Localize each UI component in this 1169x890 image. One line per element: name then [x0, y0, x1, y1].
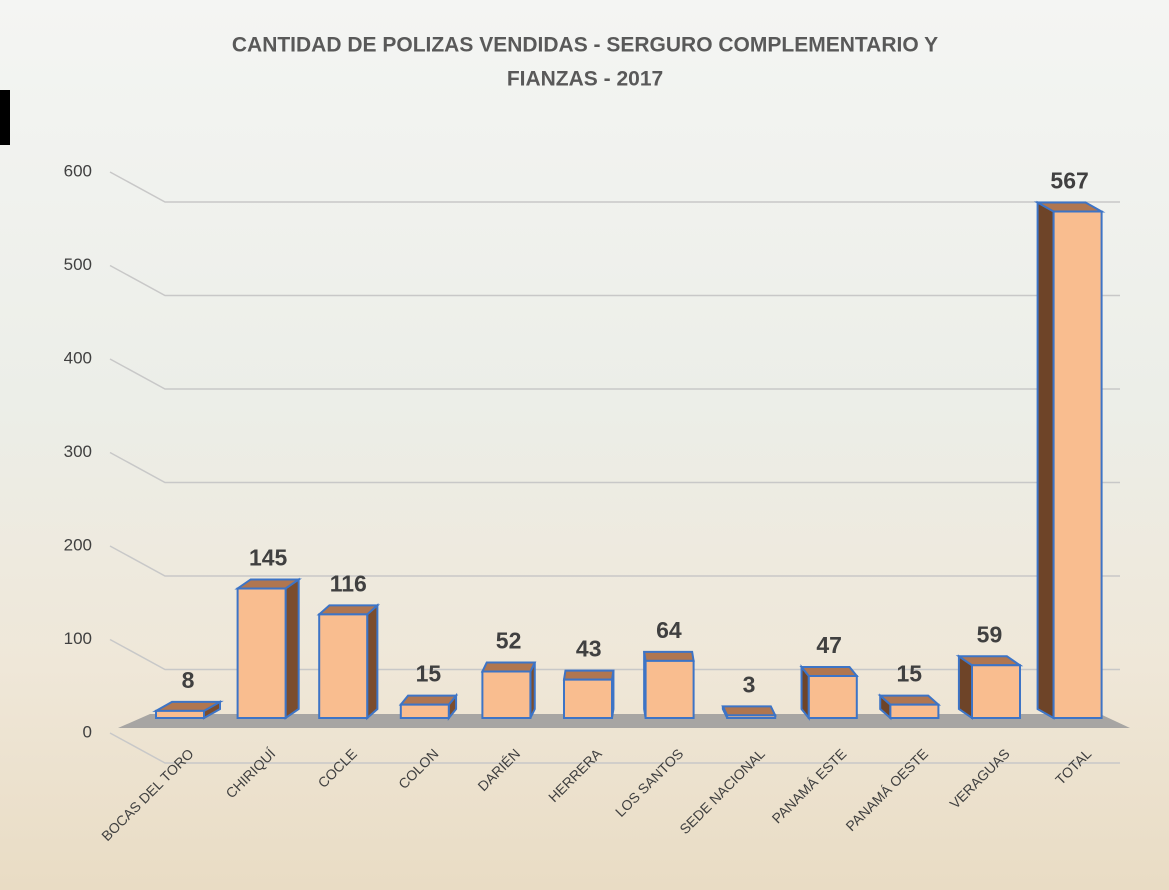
value-label: 64 — [656, 617, 682, 643]
bar — [319, 605, 377, 718]
bar-side — [959, 656, 972, 718]
bar-top — [482, 663, 534, 672]
bar-front — [238, 588, 286, 718]
bar — [482, 663, 534, 718]
y-tick-label: 200 — [64, 535, 92, 554]
bar-top — [644, 652, 693, 661]
edge-mark — [0, 90, 10, 145]
bar — [1038, 202, 1102, 718]
value-label: 47 — [816, 632, 842, 658]
value-label: 3 — [743, 671, 756, 697]
bar-top — [723, 706, 775, 715]
bar-front — [319, 614, 367, 718]
bar-side — [367, 605, 377, 718]
bar-front — [156, 711, 204, 718]
value-label: 567 — [1050, 168, 1088, 194]
bar-top — [319, 605, 377, 614]
value-label: 59 — [977, 621, 1003, 647]
bar-front — [972, 665, 1020, 718]
value-label: 43 — [576, 636, 602, 662]
bar-front — [727, 715, 775, 718]
bar-front — [564, 680, 612, 718]
value-label: 52 — [496, 628, 522, 654]
bar-side — [1038, 202, 1054, 718]
bar — [802, 667, 857, 718]
bar-top — [802, 667, 857, 676]
bar-front — [1054, 211, 1102, 718]
value-label: 116 — [330, 570, 367, 596]
bar — [564, 671, 613, 718]
value-label: 8 — [182, 667, 195, 693]
y-tick-label: 100 — [64, 629, 92, 648]
bar-top — [880, 696, 938, 705]
bar-front — [401, 705, 449, 718]
value-label: 15 — [897, 661, 923, 687]
y-tick-label: 300 — [64, 442, 92, 461]
bar — [880, 696, 938, 718]
bar-side — [286, 579, 299, 718]
chart-title: CANTIDAD DE POLIZAS VENDIDAS - SERGURO C… — [232, 34, 938, 57]
chart: CANTIDAD DE POLIZAS VENDIDAS - SERGURO C… — [0, 0, 1169, 890]
bar-front — [646, 661, 694, 718]
bar-front — [809, 676, 857, 718]
bar-top — [401, 696, 456, 705]
chart-title: FIANZAS - 2017 — [507, 68, 663, 91]
bar — [238, 579, 299, 718]
bar-front — [482, 672, 530, 718]
bar-top — [564, 671, 613, 680]
bar — [959, 656, 1020, 718]
y-tick-label: 400 — [64, 348, 92, 367]
bar — [401, 696, 456, 718]
bar-front — [890, 705, 938, 718]
value-label: 145 — [249, 545, 288, 571]
bar — [723, 706, 775, 718]
bar — [644, 652, 693, 718]
y-tick-label: 600 — [64, 161, 92, 180]
y-tick-label: 500 — [64, 255, 92, 274]
y-tick-label: 0 — [83, 722, 92, 741]
value-label: 15 — [416, 661, 442, 687]
